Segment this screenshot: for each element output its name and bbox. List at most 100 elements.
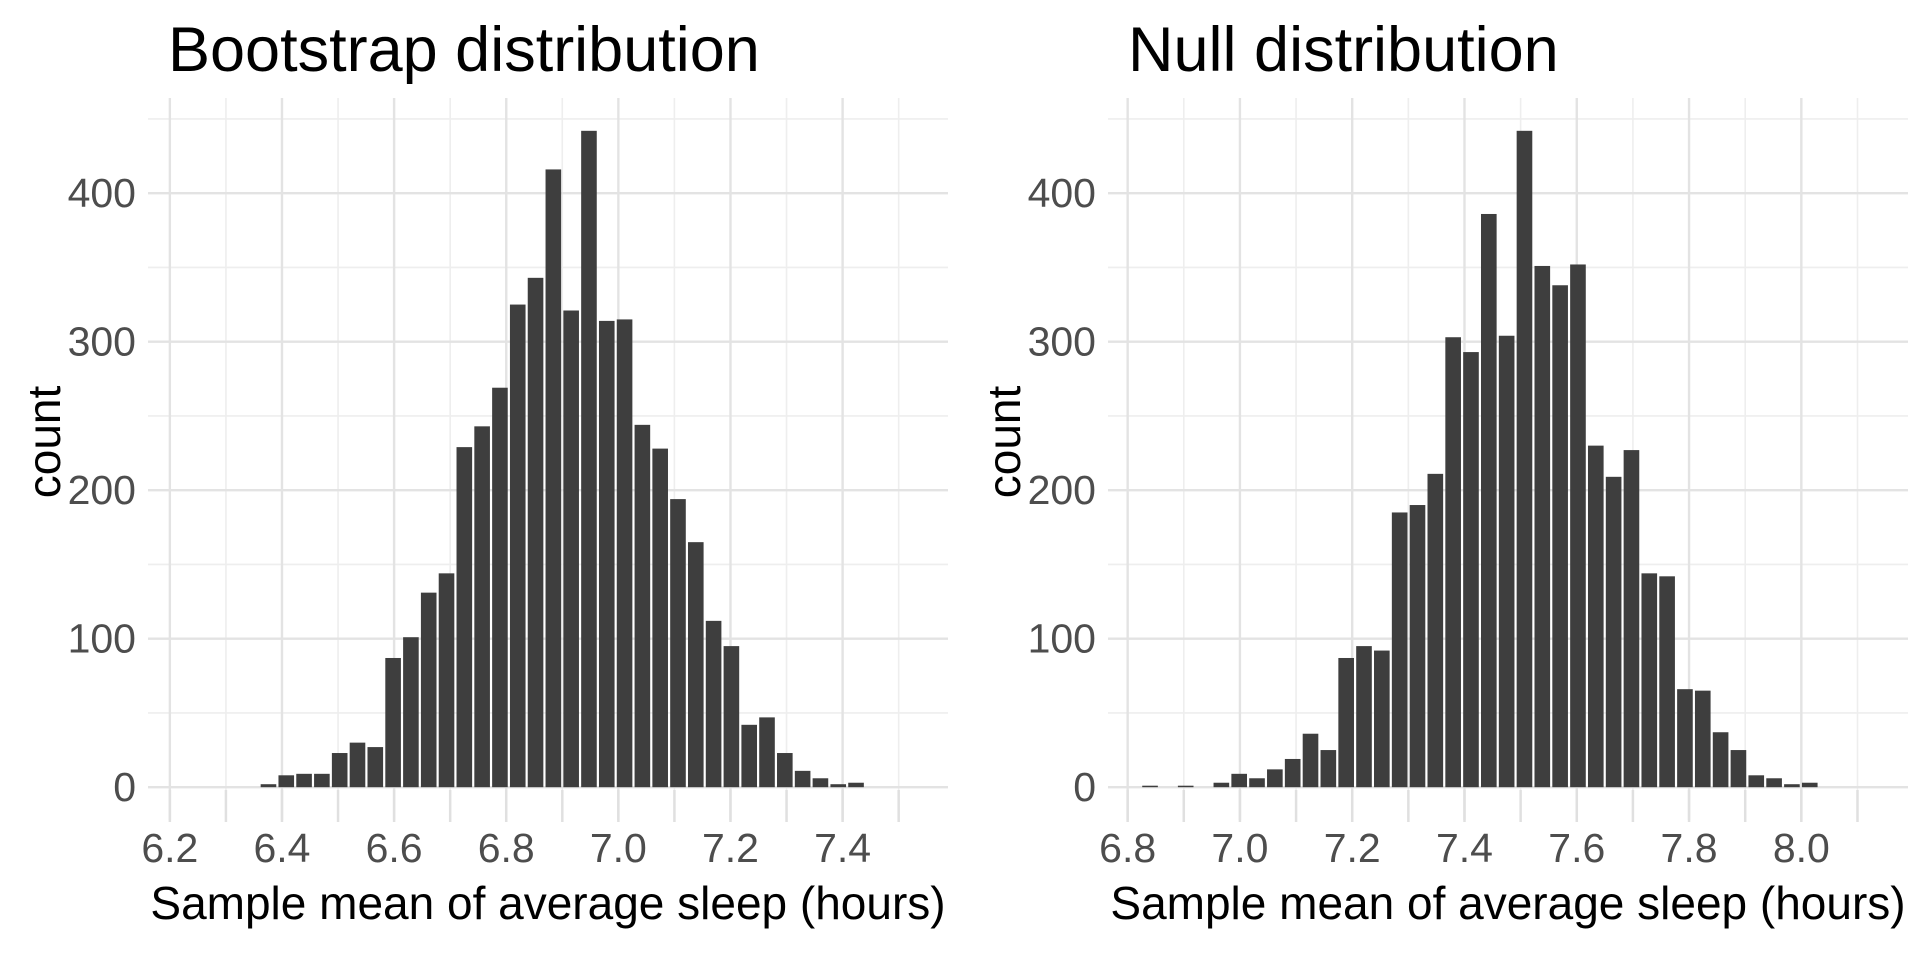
histogram-bar <box>1284 758 1301 788</box>
histogram-bar <box>1480 213 1497 788</box>
y-tick-label: 300 <box>68 319 136 365</box>
bootstrap-histogram-plot: 6.2 6.4 6.6 6.8 7.0 7.2 7.4 0 100 200 300 400 <box>68 98 948 871</box>
panel-null-distribution: Null distribution count 6.8 7.0 7.2 7.4 7.6 7… <box>960 0 1920 960</box>
y-tick-label: 200 <box>68 467 136 513</box>
chart-title-bootstrap: Bootstrap distribution <box>168 15 760 85</box>
histogram-bar <box>1249 778 1265 788</box>
histogram-bar <box>563 310 579 788</box>
histogram-bar <box>403 637 419 788</box>
histogram-bar <box>1177 785 1194 788</box>
histogram-bar <box>331 753 348 788</box>
histogram-bar <box>1784 784 1800 788</box>
y-tick-label: 0 <box>113 764 136 810</box>
y-tick-label: 200 <box>1028 467 1096 513</box>
histogram-bar <box>1231 773 1248 788</box>
histogram-bar <box>1142 785 1158 788</box>
histogram-bar <box>616 319 633 788</box>
histogram-bar <box>1516 130 1533 788</box>
y-tick-label: 100 <box>1028 616 1096 662</box>
x-tick-label: 7.6 <box>1548 825 1605 871</box>
null-histogram-plot: 6.8 7.0 7.2 7.4 7.6 7.8 8.0 0 100 200 300 400 <box>1028 98 1908 871</box>
x-tick-label: 6.8 <box>1099 825 1156 871</box>
histogram-bar <box>367 747 384 788</box>
histogram-bar <box>1730 750 1747 788</box>
histogram-bar <box>509 304 526 788</box>
histogram-bar <box>385 657 401 788</box>
y-tick-label: 300 <box>1028 319 1096 365</box>
x-tick-label: 7.4 <box>814 825 871 871</box>
histogram-bar <box>1623 450 1640 788</box>
histogram-bar <box>1374 650 1390 788</box>
histogram-bar <box>456 447 473 788</box>
chart-title-null: Null distribution <box>1128 15 1559 85</box>
histogram-bar <box>598 320 615 788</box>
histogram-bar <box>741 724 758 788</box>
y-tick-label: 0 <box>1073 764 1096 810</box>
histogram-bar <box>1320 750 1337 788</box>
x-tick-label: 7.8 <box>1661 825 1718 871</box>
x-axis-title: Sample mean of average sleep (hours) <box>150 877 946 929</box>
histogram-bar <box>278 775 295 788</box>
x-tick-label: 7.4 <box>1436 825 1493 871</box>
panel-bootstrap-distribution: Bootstrap distribution count 6.2 6.4 6.6 6.… <box>18 15 948 929</box>
histogram-bar <box>687 542 704 788</box>
histogram-bar <box>652 448 668 788</box>
y-axis-title: count <box>978 385 1030 499</box>
histogram-bar <box>260 784 277 788</box>
histogram-bar <box>1748 775 1765 788</box>
histogram-bar <box>1445 337 1461 788</box>
histogram-bar <box>794 770 811 788</box>
y-tick-label: 400 <box>68 170 136 216</box>
histogram-bar <box>438 573 455 788</box>
histogram-bar <box>420 592 437 788</box>
histogram-bar <box>349 742 366 788</box>
histogram-bar <box>1427 473 1444 788</box>
histogram-bar <box>296 773 312 788</box>
histogram-bar <box>1694 690 1711 788</box>
histogram-bar <box>1213 782 1230 788</box>
histogram-bar <box>1570 264 1586 788</box>
x-tick-label: 8.0 <box>1773 825 1830 871</box>
y-tick-label: 400 <box>1028 170 1096 216</box>
histogram-bar <box>830 784 847 788</box>
histogram-bar <box>1409 505 1426 788</box>
histogram-bar <box>1712 732 1729 788</box>
histogram-bar <box>314 773 330 788</box>
x-tick-label: 7.0 <box>590 825 647 871</box>
histogram-bar <box>1534 265 1551 788</box>
histogram-bar <box>1463 352 1479 788</box>
histogram-bar <box>1801 782 1818 788</box>
histogram-bar <box>848 782 864 788</box>
x-tick-label: 7.2 <box>702 825 759 871</box>
x-tick-label: 6.8 <box>478 825 535 871</box>
x-tick-label: 7.0 <box>1211 825 1268 871</box>
x-tick-label: 6.6 <box>366 825 423 871</box>
histogram-bar <box>474 426 490 788</box>
histogram-bar <box>1659 576 1675 788</box>
histogram-bar <box>1677 689 1693 788</box>
histogram-bar <box>1552 285 1568 788</box>
x-tick-label: 7.2 <box>1324 825 1381 871</box>
histogram-bar <box>1641 573 1658 788</box>
histogram-bar <box>634 424 651 788</box>
histogram-bar <box>812 778 829 788</box>
histogram-bar <box>1338 657 1354 788</box>
histogram-bar <box>759 717 775 788</box>
histogram-bar <box>1302 733 1319 788</box>
x-axis-title: Sample mean of average sleep (hours) <box>1110 877 1906 929</box>
histogram-bar <box>527 277 544 788</box>
histogram-bar <box>705 620 722 788</box>
histogram-bar <box>777 753 793 788</box>
histogram-bar <box>1587 445 1604 788</box>
histogram-bar <box>581 130 597 788</box>
histogram-bar <box>1766 778 1782 788</box>
histogram-bar <box>1498 335 1515 788</box>
x-tick-label: 6.2 <box>141 825 198 871</box>
histogram-bar <box>1391 512 1408 788</box>
histogram-bar <box>723 646 740 788</box>
histogram-bar <box>1605 476 1622 788</box>
y-axis-title: count <box>18 385 70 499</box>
histogram-bar <box>1267 769 1283 788</box>
x-tick-label: 6.4 <box>253 825 310 871</box>
